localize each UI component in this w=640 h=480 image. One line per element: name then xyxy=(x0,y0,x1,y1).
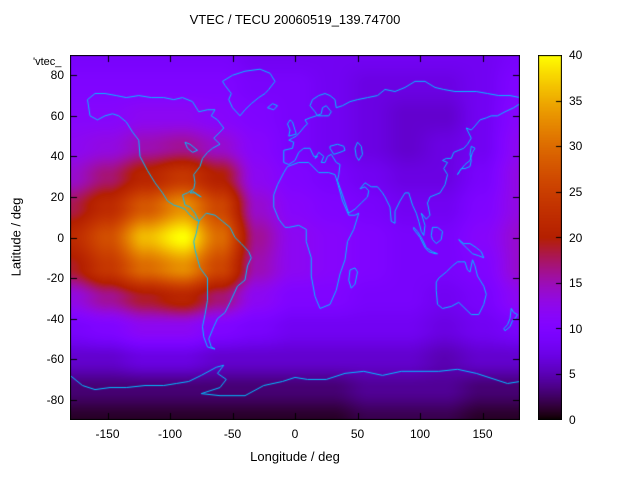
y-tick-label: -60 xyxy=(46,352,64,367)
colorbar-canvas xyxy=(538,55,562,420)
y-tick-label: -80 xyxy=(46,392,64,407)
y-tick-label: 80 xyxy=(50,68,64,83)
colorbar-tick-label: 0 xyxy=(569,413,576,427)
x-tick-label: 50 xyxy=(350,427,365,441)
colorbar-tick-label: 10 xyxy=(569,321,583,336)
heatmap-canvas xyxy=(70,55,520,420)
y-tick-label: 0 xyxy=(57,230,64,245)
y-tick-label: -40 xyxy=(46,311,64,326)
x-tick-label: -100 xyxy=(157,427,183,441)
x-tick-label: -50 xyxy=(223,427,242,441)
colorbar-tick-label: 35 xyxy=(569,93,583,108)
colorbar-tick-label: 40 xyxy=(569,48,583,62)
colorbar-tick-label: 15 xyxy=(569,276,583,291)
legend-key-label: 'vtec_ xyxy=(33,56,62,68)
y-axis-label: Latitude / deg xyxy=(8,197,24,277)
colorbar-tick-label: 20 xyxy=(569,230,583,245)
x-tick-label: -150 xyxy=(95,427,120,441)
y-tick-label: -20 xyxy=(46,271,64,286)
plot-title: VTEC / TECU 20060519_139.74700 xyxy=(189,12,401,27)
y-tick-label: 60 xyxy=(50,108,64,123)
colorbar-tick-label: 25 xyxy=(569,184,583,199)
x-axis-label: Longitude / deg xyxy=(250,449,340,464)
colorbar-tick-label: 30 xyxy=(569,139,583,154)
x-tick-label: 0 xyxy=(291,427,299,441)
y-tick-label: 20 xyxy=(50,189,64,204)
x-tick-label: 100 xyxy=(409,427,431,441)
y-tick-label: 40 xyxy=(50,149,64,164)
colorbar-tick-label: 5 xyxy=(569,367,576,382)
x-tick-label: 150 xyxy=(472,427,493,441)
